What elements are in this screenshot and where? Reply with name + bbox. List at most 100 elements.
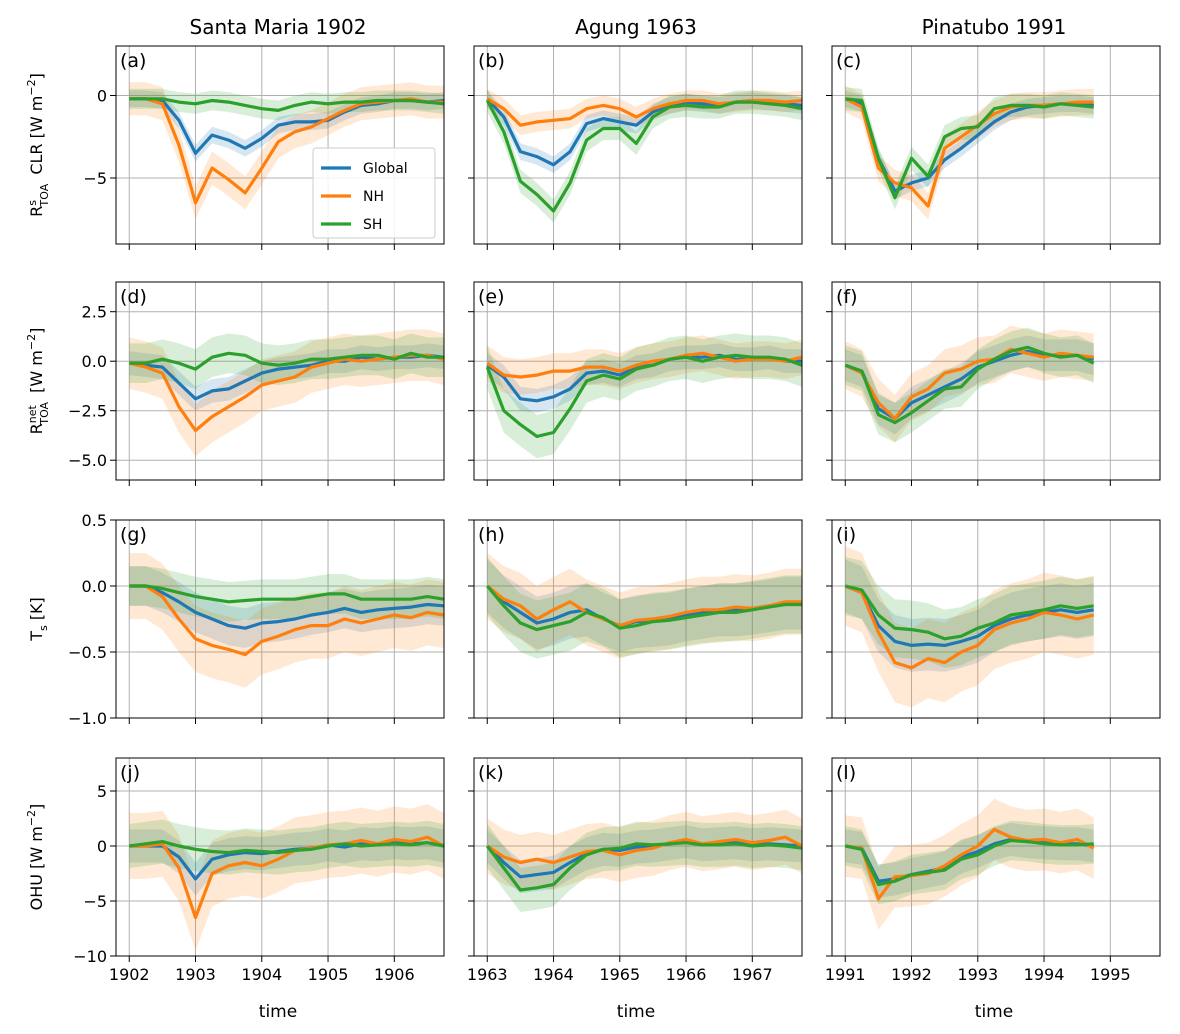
axes-frame [831,45,1161,245]
plot-area [129,804,444,951]
plot-area [486,553,802,659]
ylabel-rest: [K] [27,597,46,625]
band-global [487,90,802,174]
ylabel-sup: net [26,404,39,423]
xlabel-col-2: time [975,1002,1013,1022]
axes-frame [473,519,803,719]
ytick-label: −10 [73,947,107,966]
ylabel-sub: TOA [38,401,51,425]
series-line-nh [845,827,1095,901]
panel-label: (d) [120,286,147,308]
series-line-global [129,584,444,630]
plot-area [129,553,444,688]
panel-label: (h) [478,524,505,546]
panel-label: (b) [478,50,505,72]
plot-area [844,798,1095,930]
panel-0: 0 −5 (a) [83,45,445,250]
xtick-label: 1904 [241,965,282,984]
panel-3: 2.5 0.0 −2.5 −5.0 (d) [68,281,445,486]
ylabel-sub: TOA [38,183,51,207]
series-line-sh [844,345,1095,425]
column-title-0: Santa Maria 1902 [190,15,367,39]
plot-area [844,85,1094,220]
gridlines [832,758,1160,956]
xtick-label: 1994 [1024,965,1065,984]
band-global [129,90,444,162]
series-line-nh [486,584,802,628]
ylabel-row-1: RnetTOA [W m−2] [25,328,51,435]
plot-area [485,88,802,223]
legend-entry-global: Global [363,161,408,177]
legend-entry-sh: SH [363,217,382,233]
ytick-label: −5 [83,169,107,188]
band-sh [487,557,802,659]
series-line-sh [845,97,1094,200]
series-line-sh [486,584,802,632]
band-sh [129,88,444,121]
panel-label: (a) [120,50,146,72]
ytick-label: 2.5 [82,303,107,322]
ytick-label: 0 [97,87,107,106]
panel-7: (h) [468,519,803,724]
xtick-label: 1993 [957,965,998,984]
ytick-label: −2.5 [68,402,107,421]
ytick-label: 0.5 [82,511,107,530]
ytick-label: 0 [97,837,107,856]
panel-label: (l) [836,762,856,784]
column-title-2: Pinatubo 1991 [922,15,1067,39]
ylabel-exp: −2 [25,810,38,826]
axes-frame [831,281,1161,481]
band-global [129,566,444,648]
panels: 0−5(a) (b) (c)2.50.0−2.5−5.0(d) (e) (f)0.50.… [68,45,1161,984]
legend: Global NH SH [312,147,436,239]
series-line-sh [486,841,802,892]
axes-frame [473,281,803,481]
panel-1: (b) [468,45,803,250]
band-sh [487,333,802,459]
ytick-label: −5 [83,892,107,911]
x-axis-labels: time time time [259,1002,1013,1022]
panel-label: (c) [836,50,861,72]
ylabel-main: T [27,631,46,642]
gridlines [116,520,444,718]
xtick-label: 1964 [533,965,574,984]
xtick-label: 1905 [308,965,349,984]
series-line-global [844,584,1094,647]
ylabel-rest: CLR [W m [27,96,46,180]
ylabel-sup: s [26,200,39,206]
band-sh [129,819,444,875]
band-nh [487,553,802,659]
band-global [487,343,802,413]
xtick-label: 1963 [467,965,508,984]
axes-frame [115,45,445,245]
panel-label: (i) [836,524,856,546]
band-global [845,335,1094,435]
panel-2: (c) [826,45,1161,250]
series-line-sh [844,838,1094,887]
band-sh [129,566,444,622]
series-line-nh [844,584,1095,670]
panel-4: (e) [468,281,803,486]
panel-label: (e) [478,286,505,308]
xtick-label: 1906 [374,965,415,984]
ylabel-row-2: Ts [K] [27,597,50,642]
ylabel-end: ] [27,73,46,79]
panel-10: 1963 1964 1965 1966 1967 (k) [467,757,803,984]
series-line-sh [485,99,802,213]
xtick-label: 1991 [825,965,866,984]
legend-entry-nh: NH [363,189,384,205]
axes-frame [473,757,803,957]
plot-area [128,329,444,457]
band-global [487,559,802,652]
axes-frame [115,281,445,481]
ylabel-end: ] [27,804,46,810]
xtick-label: 1995 [1090,965,1131,984]
ytick-label: −5.0 [68,451,107,470]
band-nh [129,82,444,220]
ylabel-main: OHU [W m [27,826,46,910]
series-line-sh [129,584,444,604]
ylabel-rest: [W m [27,350,46,398]
column-title-1: Agung 1963 [575,15,697,39]
series-line-sh [844,584,1094,641]
